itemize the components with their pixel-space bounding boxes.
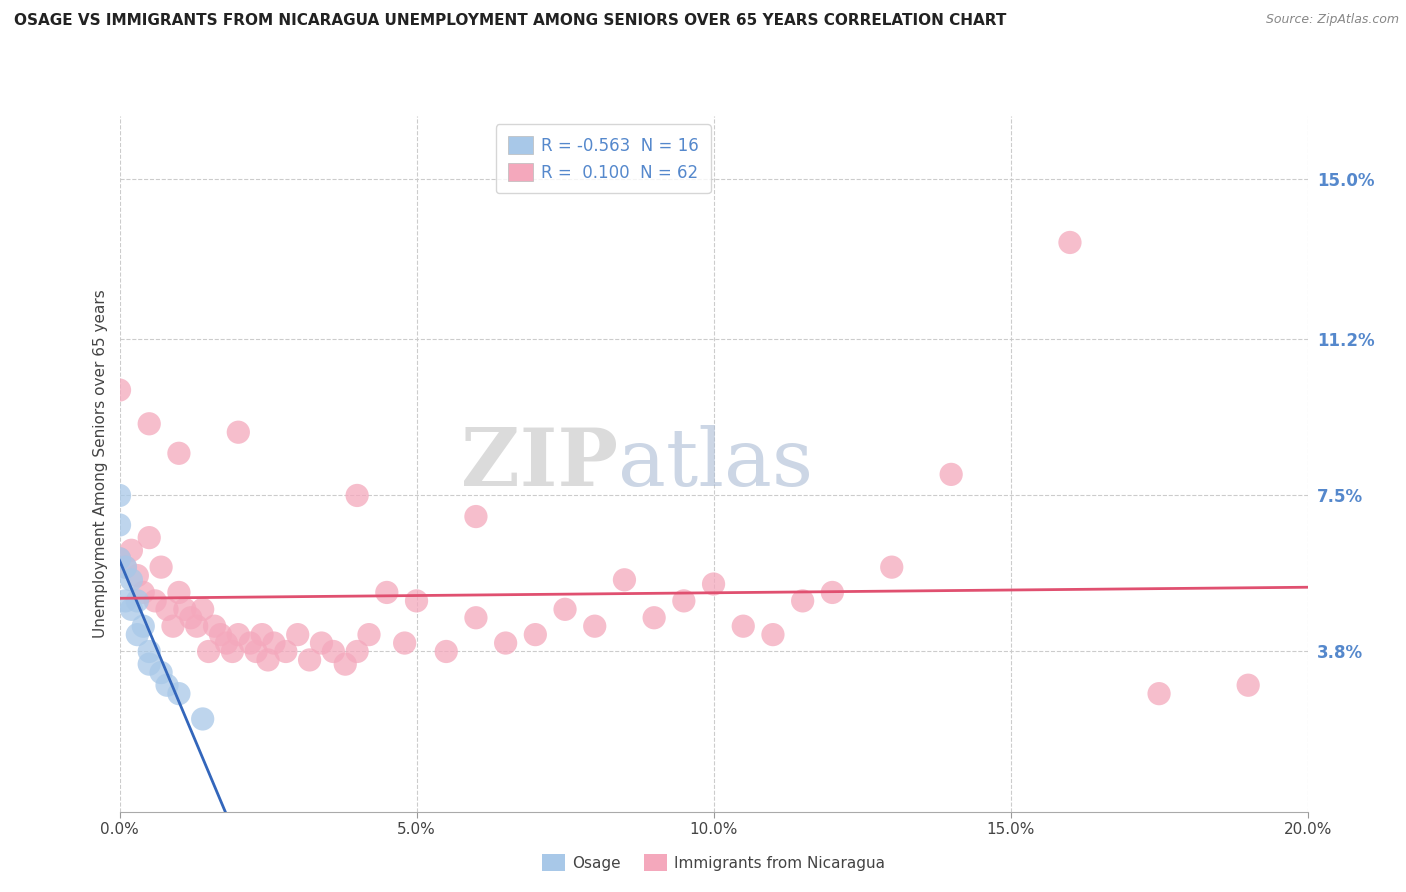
- Point: [167, 585, 190, 599]
- Point: [114, 560, 136, 574]
- Point: [108, 551, 131, 566]
- Point: [127, 594, 149, 608]
- Point: [524, 627, 547, 641]
- Legend: Osage, Immigrants from Nicaragua: Osage, Immigrants from Nicaragua: [536, 848, 891, 877]
- Point: [322, 644, 344, 658]
- Point: [150, 665, 173, 680]
- Point: [209, 627, 232, 641]
- Point: [1147, 687, 1170, 701]
- Point: [191, 712, 214, 726]
- Point: [792, 594, 814, 608]
- Point: [191, 602, 214, 616]
- Point: [156, 678, 179, 692]
- Point: [186, 619, 208, 633]
- Point: [464, 611, 486, 625]
- Point: [821, 585, 844, 599]
- Point: [672, 594, 695, 608]
- Point: [939, 467, 962, 482]
- Point: [162, 619, 184, 633]
- Point: [114, 594, 136, 608]
- Point: [346, 488, 368, 502]
- Point: [298, 653, 321, 667]
- Point: [762, 627, 785, 641]
- Point: [495, 636, 517, 650]
- Point: [180, 611, 202, 625]
- Point: [583, 619, 606, 633]
- Text: ZIP: ZIP: [461, 425, 619, 503]
- Point: [108, 383, 131, 397]
- Point: [150, 560, 173, 574]
- Point: [108, 551, 131, 566]
- Point: [239, 636, 262, 650]
- Point: [173, 602, 195, 616]
- Point: [702, 577, 725, 591]
- Point: [613, 573, 636, 587]
- Point: [394, 636, 416, 650]
- Text: atlas: atlas: [619, 425, 814, 503]
- Point: [346, 644, 368, 658]
- Point: [132, 585, 155, 599]
- Y-axis label: Unemployment Among Seniors over 65 years: Unemployment Among Seniors over 65 years: [93, 290, 108, 638]
- Point: [250, 627, 273, 641]
- Point: [114, 560, 136, 574]
- Point: [434, 644, 457, 658]
- Point: [245, 644, 267, 658]
- Point: [643, 611, 665, 625]
- Point: [138, 531, 160, 545]
- Point: [143, 594, 166, 608]
- Point: [221, 644, 243, 658]
- Point: [108, 488, 131, 502]
- Point: [138, 417, 160, 431]
- Point: [132, 619, 155, 633]
- Point: [108, 518, 131, 533]
- Point: [1059, 235, 1081, 250]
- Point: [215, 636, 238, 650]
- Point: [120, 602, 142, 616]
- Point: [167, 687, 190, 701]
- Point: [375, 585, 398, 599]
- Point: [167, 446, 190, 460]
- Point: [138, 657, 160, 672]
- Point: [311, 636, 333, 650]
- Point: [204, 619, 226, 633]
- Point: [357, 627, 380, 641]
- Point: [880, 560, 903, 574]
- Point: [120, 543, 142, 558]
- Point: [274, 644, 297, 658]
- Point: [335, 657, 357, 672]
- Point: [405, 594, 427, 608]
- Point: [228, 425, 250, 440]
- Point: [263, 636, 285, 650]
- Point: [257, 653, 280, 667]
- Point: [127, 627, 149, 641]
- Point: [138, 644, 160, 658]
- Point: [228, 627, 250, 641]
- Text: OSAGE VS IMMIGRANTS FROM NICARAGUA UNEMPLOYMENT AMONG SENIORS OVER 65 YEARS CORR: OSAGE VS IMMIGRANTS FROM NICARAGUA UNEMP…: [14, 13, 1007, 29]
- Point: [127, 568, 149, 582]
- Point: [287, 627, 309, 641]
- Point: [156, 602, 179, 616]
- Point: [733, 619, 755, 633]
- Text: Source: ZipAtlas.com: Source: ZipAtlas.com: [1265, 13, 1399, 27]
- Point: [1237, 678, 1260, 692]
- Point: [120, 573, 142, 587]
- Point: [464, 509, 486, 524]
- Point: [554, 602, 576, 616]
- Point: [197, 644, 219, 658]
